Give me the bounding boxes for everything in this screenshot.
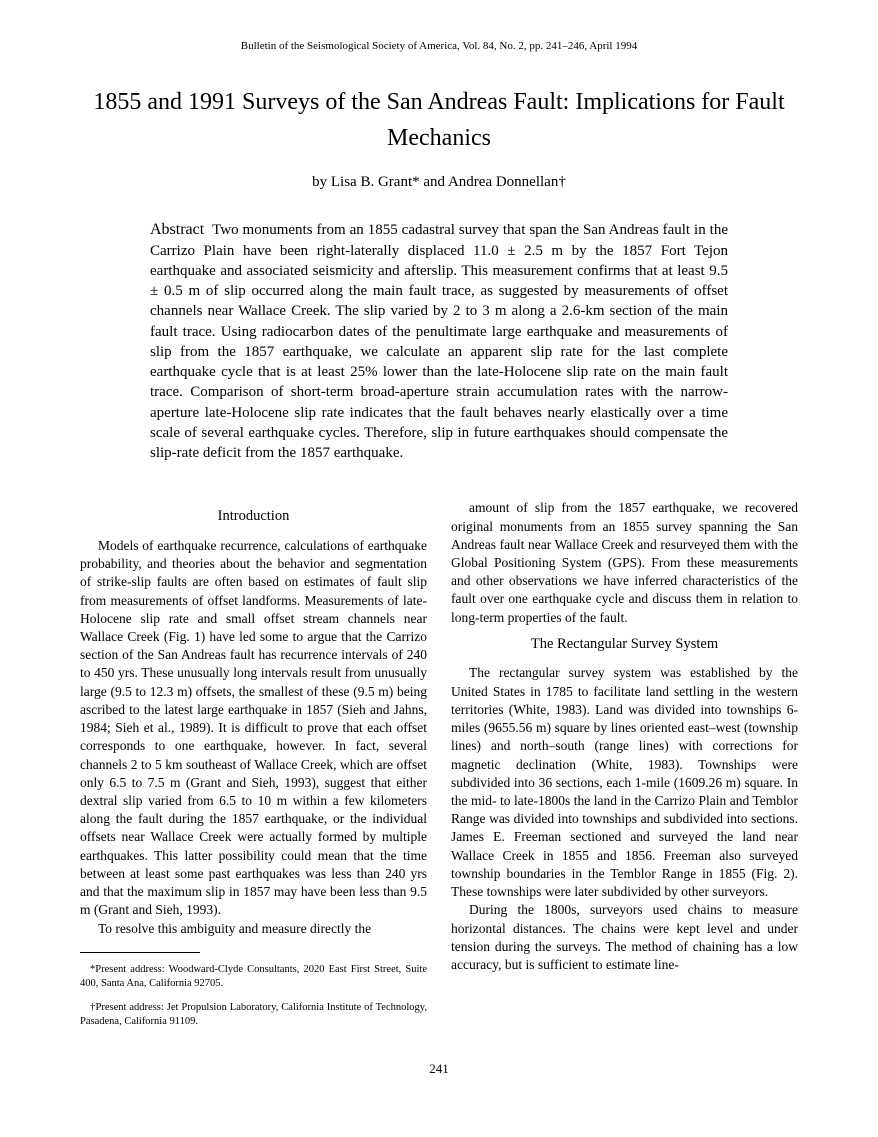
footnote-divider: [80, 952, 200, 953]
article-title: 1855 and 1991 Surveys of the San Andreas…: [80, 84, 798, 156]
body-columns: Introduction Models of earthquake recurr…: [80, 499, 798, 1038]
intro-para-2: To resolve this ambiguity and measure di…: [80, 920, 427, 938]
journal-header: Bulletin of the Seismological Society of…: [80, 40, 798, 52]
footnote-2: †Present address: Jet Propulsion Laborat…: [80, 1001, 427, 1028]
survey-system-heading: The Rectangular Survey System: [451, 635, 798, 655]
footnote-1: *Present address: Woodward-Clyde Consult…: [80, 963, 427, 990]
page-number: 241: [80, 1061, 798, 1077]
introduction-heading: Introduction: [80, 507, 427, 527]
right-para-2: The rectangular survey system was establ…: [451, 664, 798, 901]
left-column: Introduction Models of earthquake recurr…: [80, 499, 427, 1038]
abstract-block: Abstract Two monuments from an 1855 cada…: [150, 219, 728, 463]
right-para-1: amount of slip from the 1857 earthquake,…: [451, 499, 798, 627]
right-column: amount of slip from the 1857 earthquake,…: [451, 499, 798, 1038]
intro-para-1: Models of earthquake recurrence, calcula…: [80, 537, 427, 920]
right-para-3: During the 1800s, surveyors used chains …: [451, 901, 798, 974]
abstract-text: Two monuments from an 1855 cadastral sur…: [150, 222, 728, 461]
authors: by Lisa B. Grant* and Andrea Donnellan†: [80, 174, 798, 191]
abstract-label: Abstract: [150, 221, 204, 238]
